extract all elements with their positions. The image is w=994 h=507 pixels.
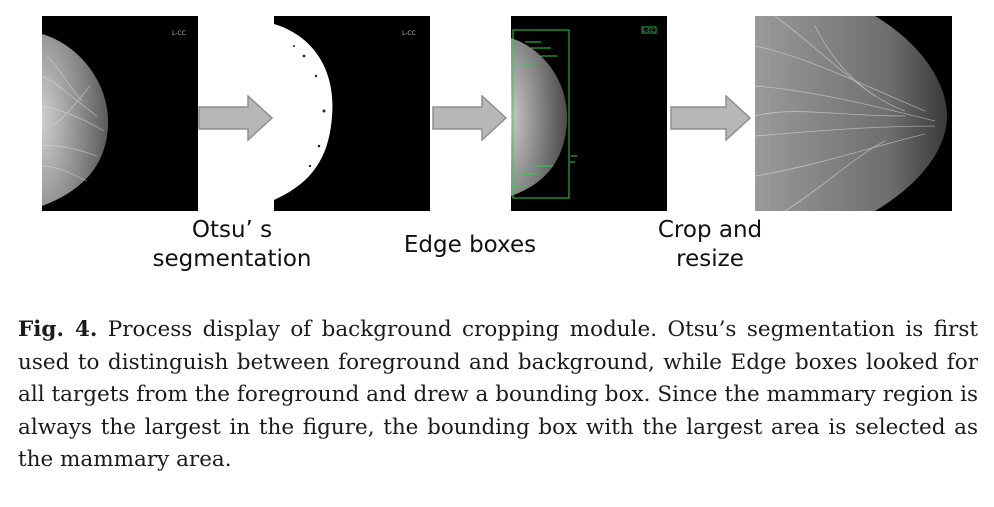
figure: L-CC L-CC (42, 16, 952, 272)
right-arrow-icon (198, 95, 274, 141)
cropped-resized-image (755, 16, 952, 211)
caption-text: Process display of background cropping m… (18, 317, 978, 472)
view-marker: L-CC (172, 30, 186, 37)
view-marker: L-CC (402, 30, 416, 37)
step-label-crop-resize: Crop and resize (657, 217, 763, 272)
step-label-otsu: Otsu’ s segmentation (152, 217, 312, 272)
figure-caption: Fig. 4. Process display of background cr… (18, 314, 978, 477)
right-arrow-icon (670, 95, 752, 141)
figure-label: Fig. 4. (18, 317, 98, 342)
step-label-edge-boxes: Edge boxes (403, 232, 537, 258)
otsu-mask-image: L-CC (274, 16, 430, 211)
edge-boxes-image: L-CC (511, 16, 667, 211)
original-mammogram-image: L-CC (42, 16, 198, 211)
right-arrow-icon (432, 95, 508, 141)
view-marker: L-CC (643, 28, 655, 34)
